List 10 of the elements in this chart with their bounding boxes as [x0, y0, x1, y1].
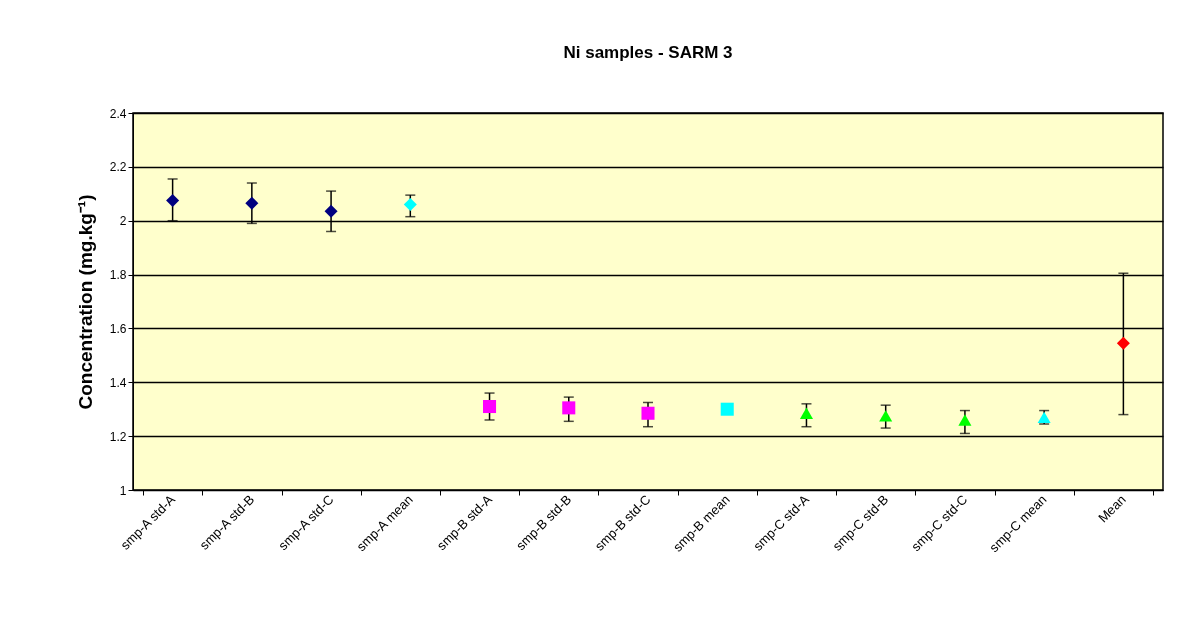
y-tick-label: 1.6 — [109, 321, 127, 336]
chart-title: Ni samples - SARM 3 — [563, 43, 733, 62]
y-tick-label: 1.2 — [109, 429, 127, 444]
y-tick-label: 2.4 — [109, 106, 127, 121]
y-tick-label: 2 — [119, 214, 127, 229]
y-tick-label: 2.2 — [109, 160, 127, 175]
y-axis-title: Concentration (mg.kg⁻¹) — [74, 194, 96, 410]
y-tick-label: 1.4 — [109, 375, 127, 390]
y-tick-label: 1.8 — [109, 268, 127, 283]
y-tick-label: 1 — [119, 483, 127, 498]
